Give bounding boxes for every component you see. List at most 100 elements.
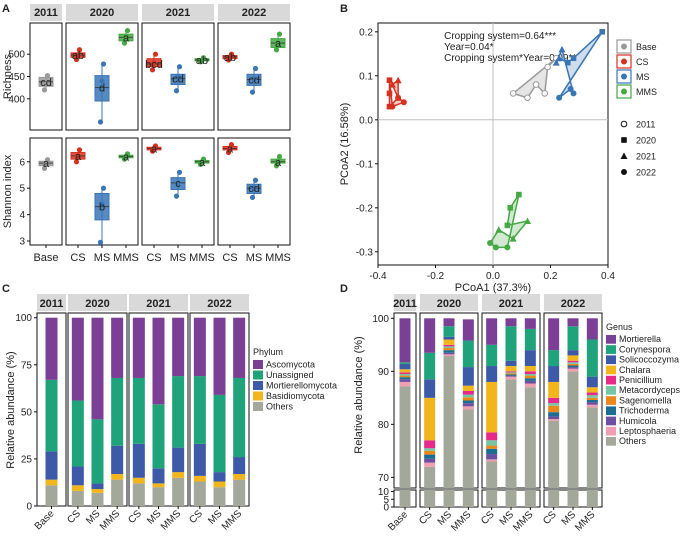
x-tick-label: -0.4 bbox=[369, 271, 387, 282]
legend-key bbox=[606, 375, 616, 385]
y-tick-label: 0 bbox=[26, 502, 32, 513]
bar-segment-solicoccozyma bbox=[567, 350, 579, 356]
data-point bbox=[200, 156, 207, 162]
bar-segment-others bbox=[567, 490, 579, 507]
bar-segment-others bbox=[45, 485, 58, 506]
y-tick-label: 0.1 bbox=[359, 71, 373, 82]
x-tick-label: Base bbox=[33, 252, 58, 264]
year-strip-label: 2022 bbox=[242, 7, 266, 19]
data-point bbox=[99, 201, 105, 207]
bar-segment-mortierellomycota bbox=[233, 457, 246, 474]
significance-letter: c bbox=[175, 178, 181, 190]
legend-year-label: 2020 bbox=[636, 136, 656, 146]
year-strip-label: 2011 bbox=[40, 298, 64, 310]
legend-label: Mortierella bbox=[619, 334, 661, 344]
legend-label: MMS bbox=[636, 87, 657, 97]
data-point bbox=[173, 193, 180, 199]
y-tick-label: 4 bbox=[19, 210, 25, 221]
group-hull bbox=[555, 31, 603, 99]
bar-segment-basidiomycota bbox=[71, 485, 84, 491]
bar-segment-mortierella bbox=[399, 318, 411, 363]
bar-segment-mortierellomycota bbox=[132, 443, 145, 478]
bar-segment-others bbox=[443, 490, 455, 507]
year-strip-label: 2021 bbox=[166, 7, 190, 19]
data-point bbox=[507, 205, 514, 211]
bar-segment-basidiomycota bbox=[45, 479, 58, 486]
legend-label: Solicoccozyma bbox=[619, 355, 679, 365]
data-point bbox=[97, 119, 104, 125]
bar-segment-mortierellomycota bbox=[152, 468, 165, 484]
data-point bbox=[43, 81, 49, 87]
bar-segment-ascomycota bbox=[233, 317, 246, 378]
bar-segment-mortierellomycota bbox=[45, 451, 58, 480]
data-point bbox=[386, 90, 393, 97]
bar-segment-solicoccozyma bbox=[524, 350, 536, 367]
legend-title: Phylum bbox=[253, 347, 283, 357]
legend-label: MS bbox=[636, 72, 650, 82]
bar-segment-unassigned bbox=[111, 377, 124, 446]
data-point bbox=[123, 33, 129, 39]
data-point bbox=[558, 45, 566, 53]
legend-label: Leptosphaeria bbox=[619, 426, 676, 436]
bar-segment-penicillium bbox=[486, 432, 498, 441]
year-strip-label: 2011 bbox=[393, 298, 417, 310]
significance-letter: ab bbox=[72, 50, 84, 62]
bar-segment-sagenomella bbox=[567, 363, 579, 366]
legend-key bbox=[606, 335, 616, 344]
bar-segment-solicoccozyma bbox=[486, 366, 498, 382]
bar-segment-chalara bbox=[399, 369, 411, 373]
year-strip-label: 2020 bbox=[90, 7, 114, 19]
data-point bbox=[524, 217, 531, 224]
legend-label: Trichoderma bbox=[619, 406, 669, 416]
data-point bbox=[544, 63, 551, 71]
data-point bbox=[149, 67, 156, 73]
legend-label: Sagenomella bbox=[619, 395, 672, 405]
bar-segment-others bbox=[399, 490, 411, 507]
legend-year-marker bbox=[620, 152, 628, 159]
bar-segment-corynespora bbox=[567, 326, 579, 351]
legend-key bbox=[606, 437, 616, 446]
bar-segment-ascomycota bbox=[213, 317, 226, 395]
data-point bbox=[552, 59, 560, 66]
bar-segment-others bbox=[548, 420, 560, 488]
y-tick-label: 25 bbox=[21, 454, 33, 465]
bar-segment-leptosphaeria bbox=[548, 419, 560, 421]
bar-segment-unassigned bbox=[71, 400, 84, 467]
bar-segment-sagenomella bbox=[486, 445, 498, 449]
legend-year-label: 2022 bbox=[636, 168, 656, 178]
legend-marker bbox=[621, 43, 627, 50]
data-point bbox=[252, 177, 259, 183]
bar-segment-penicillium bbox=[505, 371, 517, 373]
data-point bbox=[504, 222, 511, 229]
year-strip bbox=[218, 4, 290, 21]
bar-segment-solicoccozyma bbox=[399, 363, 411, 370]
y-tick-label: 100 bbox=[372, 314, 389, 325]
bar-segment-humicola bbox=[486, 454, 498, 460]
significance-letter: a bbox=[75, 151, 82, 163]
year-strip-label: 2022 bbox=[561, 298, 585, 310]
x-tick-label: CS bbox=[146, 252, 161, 264]
y-tick-label: 400 bbox=[8, 94, 25, 105]
legend-key bbox=[253, 391, 263, 401]
data-point bbox=[252, 65, 259, 72]
x-tick-label: MMS bbox=[159, 508, 184, 533]
bar-segment-trichoderma bbox=[586, 399, 598, 403]
bar-segment-others bbox=[524, 490, 536, 507]
data-point bbox=[73, 159, 80, 165]
data-point bbox=[227, 145, 233, 152]
panel-letter: D bbox=[340, 283, 348, 295]
year-strip bbox=[394, 294, 416, 311]
bar-segment-humicola bbox=[548, 416, 560, 420]
year-strip bbox=[544, 294, 602, 311]
legend-marker bbox=[621, 88, 627, 95]
data-point bbox=[504, 244, 511, 251]
bar-segment-ascomycota bbox=[91, 317, 104, 420]
statistics-annotation: Cropping system*Year=0.09** bbox=[444, 53, 576, 64]
bar-segment-ascomycota bbox=[172, 317, 185, 377]
y-tick-label: 90 bbox=[378, 367, 390, 378]
bar-segment-sagenomella bbox=[462, 397, 474, 401]
y-tick-label: 0.0 bbox=[359, 115, 373, 126]
bar-segment-metacordyceps bbox=[443, 346, 455, 348]
